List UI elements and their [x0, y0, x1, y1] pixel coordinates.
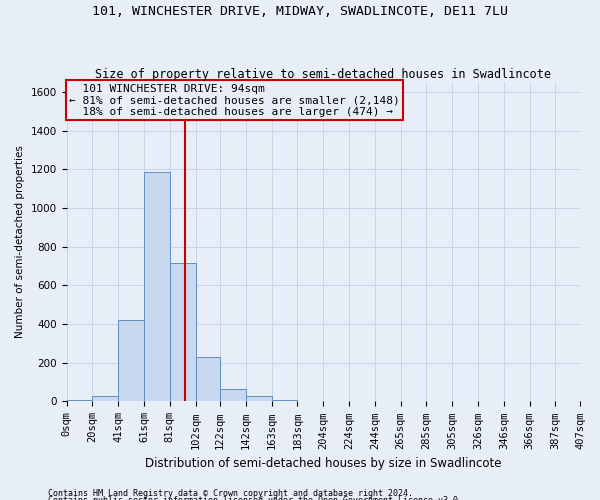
Bar — [170, 263, 196, 402]
Bar — [220, 390, 246, 402]
X-axis label: Distribution of semi-detached houses by size in Swadlincote: Distribution of semi-detached houses by … — [145, 457, 502, 470]
Text: 101, WINCHESTER DRIVE, MIDWAY, SWADLINCOTE, DE11 7LU: 101, WINCHESTER DRIVE, MIDWAY, SWADLINCO… — [92, 5, 508, 18]
Text: 101 WINCHESTER DRIVE: 94sqm
← 81% of semi-detached houses are smaller (2,148)
  : 101 WINCHESTER DRIVE: 94sqm ← 81% of sem… — [69, 84, 400, 117]
Bar — [92, 396, 118, 402]
Y-axis label: Number of semi-detached properties: Number of semi-detached properties — [15, 146, 25, 338]
Bar — [67, 400, 92, 402]
Bar — [272, 400, 298, 402]
Bar — [118, 320, 144, 402]
Text: Contains HM Land Registry data © Crown copyright and database right 2024.: Contains HM Land Registry data © Crown c… — [48, 488, 413, 498]
Title: Size of property relative to semi-detached houses in Swadlincote: Size of property relative to semi-detach… — [95, 68, 551, 81]
Text: Contains public sector information licensed under the Open Government Licence v3: Contains public sector information licen… — [48, 496, 463, 500]
Bar — [144, 172, 170, 402]
Bar — [196, 358, 220, 402]
Bar — [246, 396, 272, 402]
